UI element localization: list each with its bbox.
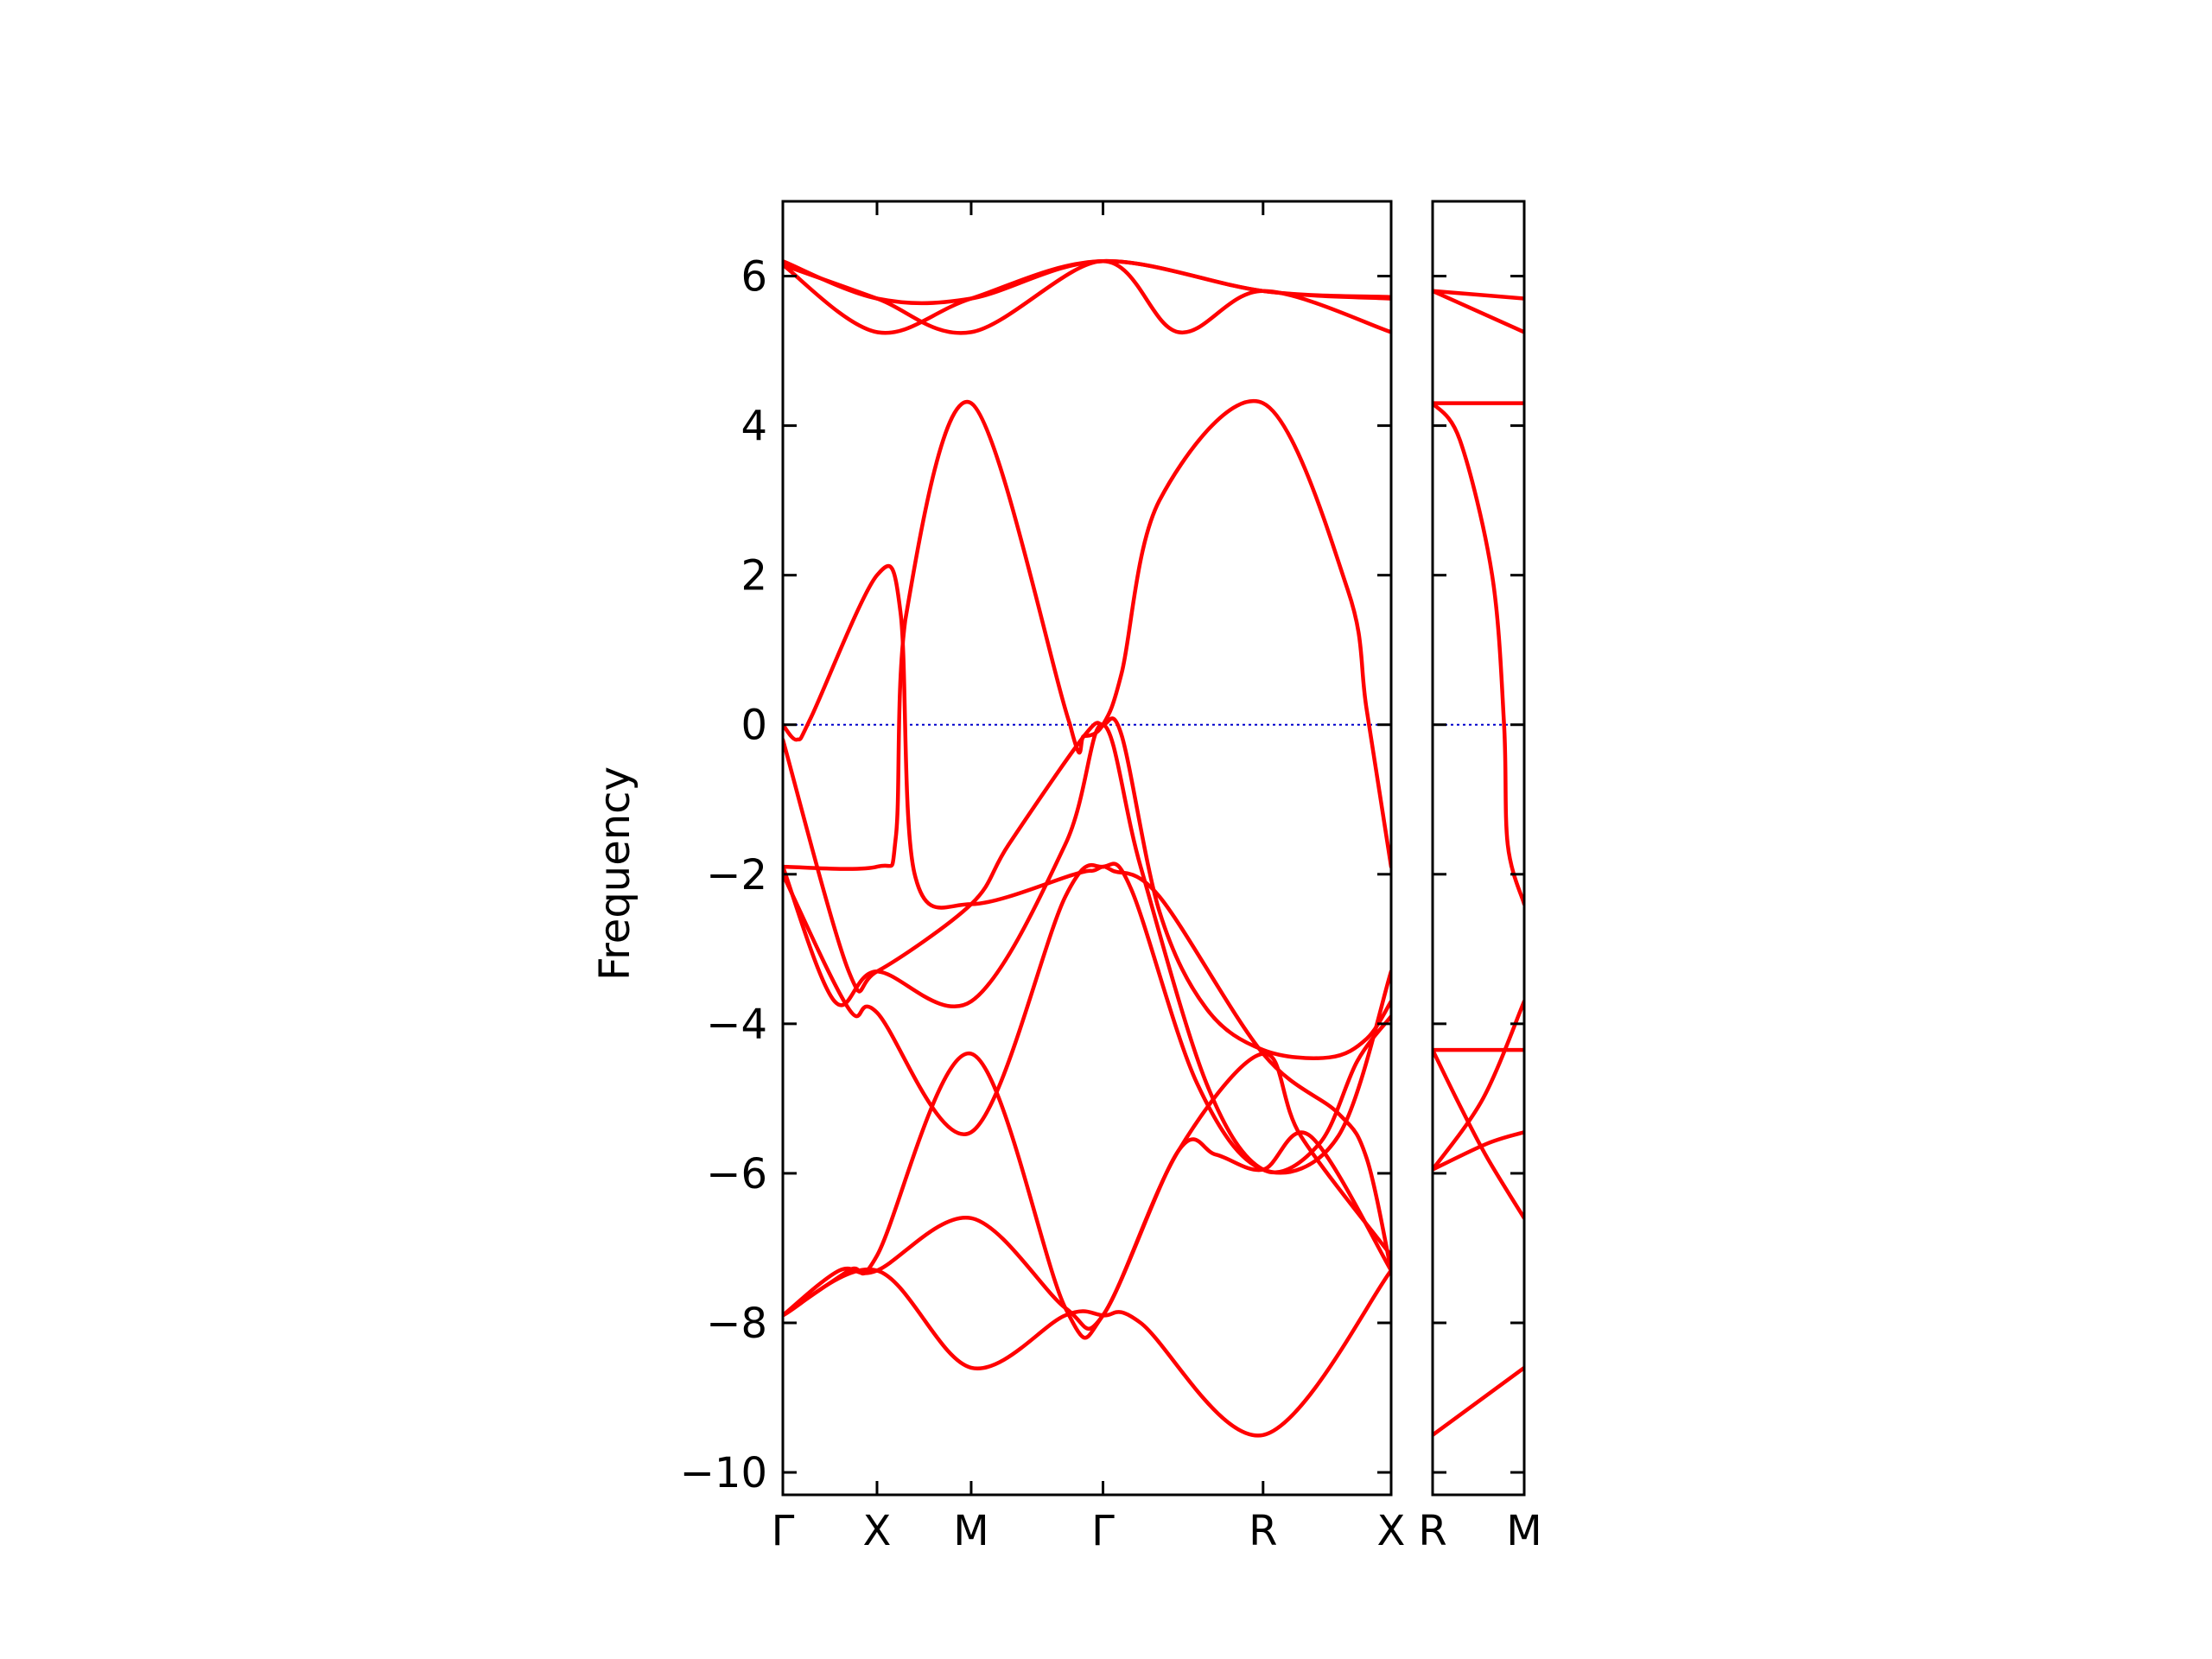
y-axis-label: Frequency (591, 766, 639, 981)
band-line-3 (783, 258, 1391, 335)
y-tick-label: −6 (706, 1150, 767, 1198)
y-tick-label: 2 (741, 552, 767, 601)
y-tick-label: −10 (680, 1449, 767, 1497)
band-line-9 (783, 1052, 1391, 1340)
y-tick-label: 6 (741, 253, 767, 302)
band-line-7 (1433, 1130, 1524, 1172)
x-tick-label: M (1506, 1507, 1541, 1555)
band-line-5 (783, 399, 1391, 871)
plot-frame (1431, 200, 1526, 1497)
y-tick-label: −8 (706, 1300, 767, 1348)
band-line-4 (1433, 401, 1524, 906)
band-line-8 (783, 861, 1391, 1175)
x-tick-label: X (1377, 1507, 1406, 1555)
y-tick-label: −2 (706, 851, 767, 899)
bands (1433, 289, 1524, 1438)
band-line-2 (1433, 289, 1524, 334)
band-line-8 (1433, 1047, 1524, 1221)
x-tick-label: R (1249, 1507, 1277, 1555)
band-line-10 (783, 1052, 1391, 1331)
x-tick-label: M (953, 1507, 988, 1555)
x-tick-label: R (1418, 1507, 1446, 1555)
band-line-7 (783, 722, 1391, 1175)
x-tick-label: X (863, 1507, 892, 1555)
bands (783, 258, 1391, 1438)
x-tick-label: Γ (772, 1507, 795, 1555)
y-tick-label: 0 (741, 702, 767, 750)
band-line-9 (1433, 1365, 1524, 1438)
plot-frame (781, 200, 1393, 1497)
y-tick-label: 4 (741, 403, 767, 451)
band-line-1 (1433, 289, 1524, 301)
y-tick-label: −4 (706, 1001, 767, 1049)
x-tick-label: Γ (1091, 1507, 1115, 1555)
band-line-11 (783, 1267, 1391, 1438)
band-line-4 (783, 563, 1391, 1273)
